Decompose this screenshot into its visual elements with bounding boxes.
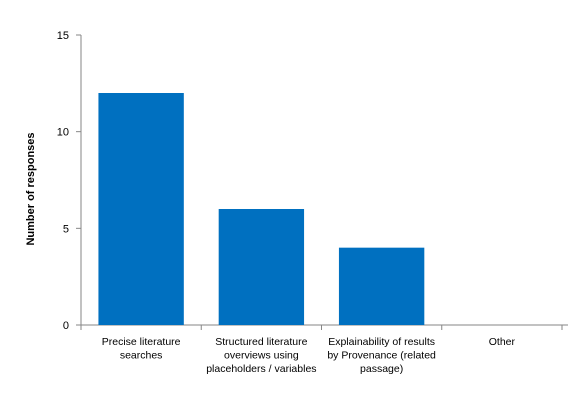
y-tick-label: 10 (57, 127, 69, 139)
y-tick-label: 15 (57, 30, 69, 42)
x-category-label: Precise literature searches (102, 336, 181, 362)
y-axis-title: Number of responses (25, 132, 37, 245)
bar (338, 247, 425, 325)
bar (218, 209, 305, 325)
y-ticks: 0 5 10 15 (57, 30, 81, 332)
x-category-label: Explainability of results by Provenance (… (327, 336, 436, 375)
y-tick-label: 5 (63, 223, 69, 235)
x-labels: Precise literature searches Structured lit… (102, 336, 516, 375)
bar (98, 93, 184, 325)
y-axis-title-group: Number of responses (25, 132, 37, 245)
y-tick-label: 0 (63, 320, 69, 332)
x-category-label: Structured literature overviews using plac… (206, 336, 316, 375)
bars (98, 93, 425, 325)
x-category-label: Other (489, 336, 516, 348)
